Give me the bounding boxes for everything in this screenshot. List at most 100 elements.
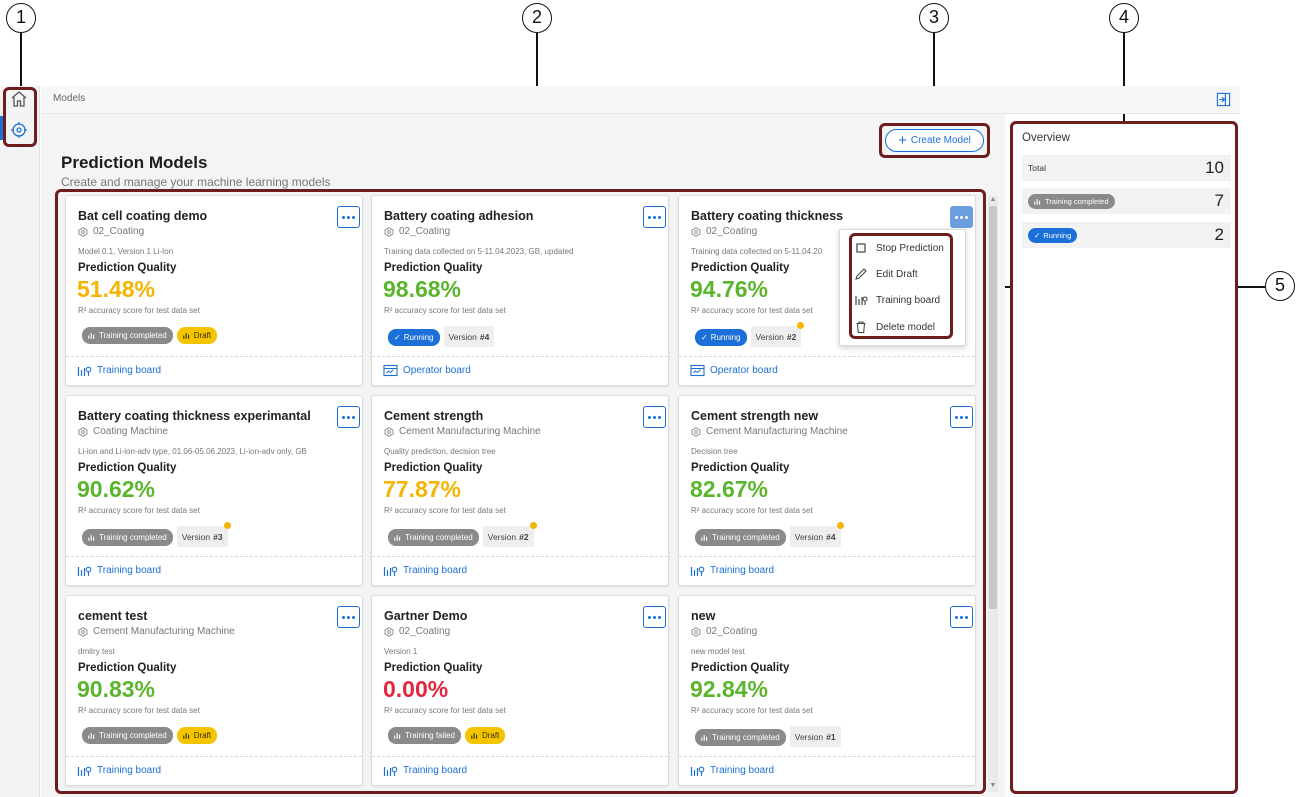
more-options-button[interactable] xyxy=(337,406,360,428)
breadcrumb[interactable]: Models xyxy=(53,93,86,104)
accuracy-caption: R² accuracy score for test data set xyxy=(384,306,506,315)
version-label: Version xyxy=(794,531,824,542)
checkmark-icon: ✓ xyxy=(701,332,708,342)
version-badge: Version #4 xyxy=(443,326,495,347)
card-badges: Training completed Version #4 xyxy=(695,522,844,547)
card-divider xyxy=(372,556,668,557)
card-description: Decision tree xyxy=(691,447,738,456)
scroll-up-icon[interactable]: ▲ xyxy=(989,196,997,203)
status-badge: ✓ Running xyxy=(388,328,440,346)
more-options-button[interactable] xyxy=(337,606,360,628)
more-options-button[interactable] xyxy=(950,206,973,228)
more-options-button[interactable] xyxy=(337,206,360,228)
callout-3-leader xyxy=(933,33,935,123)
model-card[interactable]: Cement strength Cement Manufacturing Mac… xyxy=(371,395,669,586)
models-nav-button[interactable] xyxy=(6,117,32,143)
sidebar xyxy=(0,86,40,797)
more-options-button[interactable] xyxy=(643,206,666,228)
update-dot xyxy=(529,522,537,529)
prediction-quality-label: Prediction Quality xyxy=(78,462,177,474)
home-button[interactable] xyxy=(6,86,32,112)
toggle-panel-button[interactable] xyxy=(1214,90,1232,108)
checkmark-icon: ✓ xyxy=(1034,230,1041,240)
page-subtitle: Create and manage your machine learning … xyxy=(61,175,331,189)
overview-running-badge: ✓ Running xyxy=(1028,227,1078,243)
draft-label: Draft xyxy=(481,731,500,740)
machine-icon xyxy=(691,626,701,637)
model-card[interactable]: Bat cell coating demo 02_Coating Model 0… xyxy=(65,195,363,386)
menu-stop-prediction[interactable]: Stop Prediction xyxy=(854,240,944,256)
prediction-quality-label: Prediction Quality xyxy=(384,662,483,674)
overview-total-value: 10 xyxy=(1205,158,1224,177)
model-card[interactable]: Battery coating adhesion 02_Coating Trai… xyxy=(371,195,669,386)
overview-completed-value: 7 xyxy=(1214,191,1224,210)
version-badge: Version #1 xyxy=(789,726,841,747)
more-options-button[interactable] xyxy=(950,406,973,428)
card-machine: 02_Coating xyxy=(691,226,757,237)
pencil-icon xyxy=(855,268,867,280)
overview-total-row: Total 10 xyxy=(1022,155,1231,181)
plus-icon: + xyxy=(898,131,907,149)
menu-edit-draft[interactable]: Edit Draft xyxy=(854,266,918,282)
training-board-link[interactable]: Training board xyxy=(77,364,161,377)
card-badges: Training completed Draft xyxy=(82,727,218,744)
model-card[interactable]: Cement strength new Cement Manufacturing… xyxy=(678,395,976,586)
machine-label: Cement Manufacturing Machine xyxy=(399,426,541,437)
bar-chart-icon xyxy=(88,733,95,739)
prediction-quality-value: 82.67% xyxy=(690,476,769,502)
status-badge: Training completed xyxy=(82,528,173,546)
training-board-link[interactable]: Training board xyxy=(690,564,774,577)
create-model-button[interactable]: + Create Model xyxy=(885,129,984,152)
prediction-quality-label: Prediction Quality xyxy=(691,262,790,274)
model-card[interactable]: new 02_Coating new model test Prediction… xyxy=(678,595,976,786)
scroll-down-icon[interactable]: ▼ xyxy=(989,782,997,789)
model-card[interactable]: Gartner Demo 02_Coating Version 1 Predic… xyxy=(371,595,669,786)
card-machine: Cement Manufacturing Machine xyxy=(384,426,541,437)
overview-completed-badge: Training completed xyxy=(1028,193,1115,209)
menu-training-board[interactable]: Training board xyxy=(854,292,940,308)
status-badge: Training completed xyxy=(82,327,173,344)
overview-running-row[interactable]: ✓ Running 2 xyxy=(1022,222,1231,248)
more-options-button[interactable] xyxy=(643,406,666,428)
training-board-icon xyxy=(383,566,398,576)
status-badge: ✓ Running xyxy=(695,328,747,346)
prediction-quality-value: 92.84% xyxy=(690,676,769,702)
draft-badge: Draft xyxy=(464,727,506,744)
training-board-link[interactable]: Training board xyxy=(383,764,467,777)
machine-label: Coating Machine xyxy=(93,426,169,437)
more-options-button[interactable] xyxy=(950,606,973,628)
card-divider xyxy=(66,356,362,357)
training-board-link[interactable]: Training board xyxy=(383,564,467,577)
board-link-label: Training board xyxy=(710,565,775,576)
overview-completed-row[interactable]: Training completed 7 xyxy=(1022,188,1231,214)
overview-running-value: 2 xyxy=(1214,225,1224,244)
model-card[interactable]: cement test Cement Manufacturing Machine… xyxy=(65,595,363,786)
more-options-button[interactable] xyxy=(643,606,666,628)
version-number: #4 xyxy=(479,331,490,342)
card-badges: Training completed Version #2 xyxy=(388,522,537,547)
operator-board-link[interactable]: Operator board xyxy=(690,364,778,377)
training-board-icon xyxy=(77,566,92,576)
training-board-link[interactable]: Training board xyxy=(77,764,161,777)
draft-badge: Draft xyxy=(176,327,218,344)
training-board-link[interactable]: Training board xyxy=(690,764,774,777)
prediction-quality-value: 90.62% xyxy=(77,476,156,502)
menu-delete-model[interactable]: Delete model xyxy=(854,319,935,335)
draft-label: Draft xyxy=(193,731,212,740)
operator-board-icon xyxy=(383,364,398,377)
update-dot xyxy=(223,522,231,529)
model-card[interactable]: Battery coating thickness experimantal C… xyxy=(65,395,363,586)
training-board-icon xyxy=(690,566,705,576)
operator-board-link[interactable]: Operator board xyxy=(383,364,471,377)
overview-panel: Overview Total 10 Training completed 7 ✓… xyxy=(1013,124,1235,792)
status-label: Training completed xyxy=(99,331,167,340)
scrollbar[interactable]: ▲ ▼ xyxy=(988,196,998,792)
prediction-quality-value: 0.00% xyxy=(383,676,449,702)
training-board-link[interactable]: Training board xyxy=(77,564,161,577)
version-badge: Version #2 xyxy=(482,522,537,547)
scrollbar-thumb[interactable] xyxy=(989,206,997,609)
trash-icon xyxy=(856,321,866,334)
card-description: Training data collected on 5-11.04.2023,… xyxy=(384,247,574,256)
callout-4-leader xyxy=(1123,33,1125,122)
card-title: Cement strength new xyxy=(691,409,819,423)
